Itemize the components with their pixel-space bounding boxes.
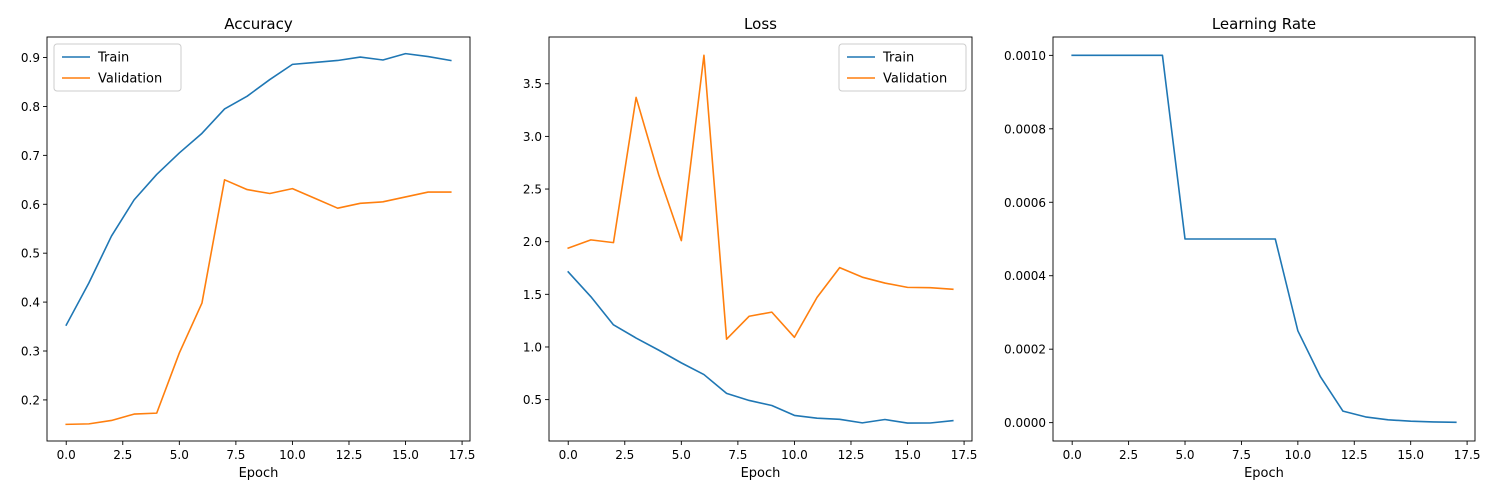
x-tick-label: 5.0 xyxy=(170,448,189,462)
x-tick-label: 17.5 xyxy=(951,448,978,462)
x-tick-label: 10.0 xyxy=(279,448,306,462)
x-tick-label: 12.5 xyxy=(336,448,363,462)
x-axis-label: Epoch xyxy=(741,466,781,481)
y-tick-label: 0.0002 xyxy=(1004,343,1046,357)
chart-panel-1: Accuracy 0.0 2.5 5.0 7.5 10.0 12.5 15.0 17.5 0.2 0… xyxy=(21,15,476,481)
x-tick-label: 12.5 xyxy=(1341,448,1368,462)
series-line-train xyxy=(567,270,954,424)
x-tick-label: 17.5 xyxy=(449,448,476,462)
axes-frame xyxy=(46,36,471,442)
legend-box xyxy=(53,43,182,92)
legend-label-validation: Validation xyxy=(883,72,947,87)
axes-frame xyxy=(1052,36,1476,442)
y-tick-label: 0.0008 xyxy=(1004,122,1046,136)
y-tick-label: 0.5 xyxy=(523,393,542,407)
x-tick-label: 17.5 xyxy=(1454,448,1481,462)
x-tick-label: 7.5 xyxy=(728,448,747,462)
series-line-train xyxy=(65,52,452,327)
y-tick-label: 0.5 xyxy=(21,247,40,261)
y-tick-label: 0.7 xyxy=(21,149,40,163)
y-tick-label: 0.0006 xyxy=(1004,196,1046,210)
y-tick-label: 0.9 xyxy=(21,51,40,65)
y-tick-label: 1.0 xyxy=(523,340,542,354)
y-tick-label: 0.0004 xyxy=(1004,269,1046,283)
legend: Train Validation xyxy=(838,43,967,92)
x-axis-label: Epoch xyxy=(239,466,279,481)
legend-label-train: Train xyxy=(97,51,129,66)
x-axis-label: Epoch xyxy=(1244,466,1284,481)
legend-label-train: Train xyxy=(882,51,914,66)
chart-title: Learning Rate xyxy=(1212,15,1316,33)
y-tick-label: 0.2 xyxy=(21,393,40,407)
x-tick-label: 7.5 xyxy=(226,448,245,462)
legend-label-validation: Validation xyxy=(98,72,162,87)
series-line-validation xyxy=(65,179,452,426)
x-tick-label: 10.0 xyxy=(1284,448,1311,462)
y-tick-label: 0.8 xyxy=(21,100,40,114)
y-tick-label: 2.0 xyxy=(523,235,542,249)
x-tick-label: 0.0 xyxy=(559,448,578,462)
y-tick-label: 0.0000 xyxy=(1004,416,1046,430)
x-tick-label: 15.0 xyxy=(392,448,419,462)
chart-panel-2: Loss 0.0 2.5 5.0 7.5 10.0 12.5 15.0 17.5 0.5 1.0 1.… xyxy=(523,15,978,481)
x-tick-label: 0.0 xyxy=(1063,448,1082,462)
series-line-validation xyxy=(567,54,954,340)
y-tick-label: 0.3 xyxy=(21,345,40,359)
axes-frame xyxy=(548,36,973,442)
y-tick-label: 3.5 xyxy=(523,77,542,91)
chart-panel-3: Learning Rate 0.0 2.5 5.0 7.5 10.0 12.5 15.0 17.… xyxy=(1004,15,1480,481)
y-tick-label: 1.5 xyxy=(523,288,542,302)
x-tick-label: 5.0 xyxy=(1175,448,1194,462)
x-tick-label: 2.5 xyxy=(615,448,634,462)
legend: Train Validation xyxy=(53,43,182,92)
x-tick-label: 0.0 xyxy=(57,448,76,462)
chart-title: Loss xyxy=(744,15,777,33)
x-tick-label: 5.0 xyxy=(672,448,691,462)
series-line-lr xyxy=(1071,54,1457,424)
y-tick-label: 0.4 xyxy=(21,296,40,310)
y-tick-label: 3.0 xyxy=(523,130,542,144)
x-tick-label: 15.0 xyxy=(1397,448,1424,462)
y-tick-label: 0.6 xyxy=(21,198,40,212)
x-tick-label: 10.0 xyxy=(781,448,808,462)
x-tick-label: 2.5 xyxy=(1119,448,1138,462)
y-tick-label: 0.0010 xyxy=(1004,49,1046,63)
x-tick-label: 2.5 xyxy=(113,448,132,462)
x-tick-label: 7.5 xyxy=(1232,448,1251,462)
chart-title: Accuracy xyxy=(224,15,293,33)
x-tick-label: 15.0 xyxy=(894,448,921,462)
x-tick-label: 12.5 xyxy=(838,448,865,462)
y-tick-label: 2.5 xyxy=(523,183,542,197)
legend-box xyxy=(838,43,967,92)
